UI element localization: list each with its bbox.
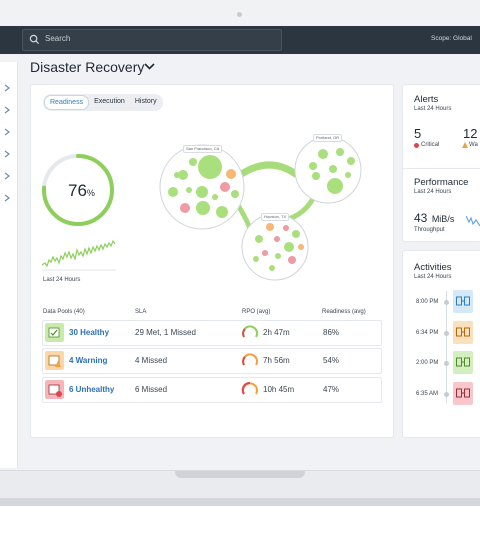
search-icon <box>29 34 40 45</box>
critical-count[interactable]: 5 <box>414 126 422 141</box>
sla-value: 6 Missed <box>135 385 168 394</box>
chevron-right-icon[interactable] <box>3 172 11 180</box>
throughput-value: 43 MiB/s <box>414 211 455 225</box>
warning-pool-icon <box>45 351 64 370</box>
view-tabs: Readiness Execution History <box>43 94 163 111</box>
chevron-right-icon[interactable] <box>3 128 11 136</box>
scope-selector[interactable]: Scope: Global <box>431 35 472 42</box>
table-row-warning[interactable]: 4 Warning 4 Missed 7h 56m 54% <box>42 348 382 374</box>
replication-icon <box>456 388 470 398</box>
activities-period: Last 24 Hours <box>414 274 452 280</box>
rpo-value: 10h 45m <box>263 385 295 394</box>
activities-card <box>402 250 480 438</box>
column-header-pools: Data Pools (40) <box>43 309 85 315</box>
replication-icon <box>456 296 470 306</box>
warning-label: Wa <box>469 142 478 148</box>
readiness-value: 47% <box>323 385 340 394</box>
search-placeholder: Search <box>45 34 71 43</box>
timeline-dot <box>444 361 449 366</box>
warning-count[interactable]: 12 <box>463 126 478 141</box>
activity-timeline <box>446 291 447 403</box>
activity-item-3[interactable] <box>453 351 473 374</box>
activity-item-4[interactable] <box>453 382 473 405</box>
tab-execution[interactable]: Execution <box>94 98 125 105</box>
site-label-san-francisco: San Francisco, CA <box>183 145 223 153</box>
sidebar <box>0 62 18 468</box>
table-row-unhealthy[interactable]: 6 Unhealthy 6 Missed 10h 45m 47% <box>42 377 382 403</box>
performance-period: Last 24 Hours <box>414 189 452 195</box>
activity-time: 6:35 AM <box>416 391 439 397</box>
readiness-sparkline <box>42 239 116 271</box>
sla-value: 4 Missed <box>135 356 168 365</box>
chevron-right-icon[interactable] <box>3 84 11 92</box>
activity-item-1[interactable] <box>453 290 473 313</box>
readiness-period: Last 24 Hours <box>43 277 81 283</box>
pool-status-link[interactable]: 30 Healthy <box>69 328 110 337</box>
performance-title: Performance <box>414 177 469 188</box>
laptop-bezel: Search Scope: Global Disaster Recovery R… <box>0 0 480 470</box>
activities-title: Activities <box>414 262 452 273</box>
site-label-houston: Houston, TX <box>261 213 290 221</box>
timeline-dot <box>444 300 449 305</box>
page-title: Disaster Recovery <box>30 59 145 75</box>
performance-card <box>402 168 480 242</box>
activity-time: 6:34 PM <box>416 330 439 336</box>
column-header-rpo: RPO (avg) <box>242 309 271 315</box>
alerts-period: Last 24 Hours <box>414 106 452 112</box>
site-label-portland: Portland, OR <box>313 134 343 142</box>
readiness-donut <box>42 154 114 226</box>
rpo-gauge-icon <box>242 325 258 338</box>
activity-time: 2:00 PM <box>416 360 439 366</box>
unhealthy-pool-icon <box>45 380 64 399</box>
pool-status-link[interactable]: 4 Warning <box>69 356 108 365</box>
search-input[interactable]: Search <box>22 29 282 51</box>
rpo-value: 7h 56m <box>263 356 290 365</box>
column-header-sla: SLA <box>135 309 147 315</box>
laptop-base-lip <box>0 498 480 506</box>
timeline-dot <box>444 392 449 397</box>
camera <box>237 12 242 17</box>
readiness-value: 54% <box>323 356 340 365</box>
chevron-down-icon[interactable] <box>144 62 155 71</box>
rpo-value: 2h 47m <box>263 328 290 337</box>
chevron-right-icon[interactable] <box>3 194 11 202</box>
throughput-label: Throughput <box>414 227 445 233</box>
activity-item-2[interactable] <box>453 321 473 344</box>
warning-triangle-icon <box>462 142 468 148</box>
pool-status-link[interactable]: 6 Unhealthy <box>69 385 115 394</box>
critical-label: Critical <box>421 142 440 148</box>
tab-history[interactable]: History <box>134 98 157 105</box>
throughput-sparkline <box>466 215 480 227</box>
readiness-value: 86% <box>323 328 340 337</box>
column-header-readiness: Readiness (avg) <box>322 309 366 315</box>
rpo-gauge-icon <box>241 382 258 395</box>
critical-dot-icon <box>414 143 419 148</box>
healthy-pool-icon <box>45 323 64 342</box>
laptop-base <box>0 470 480 499</box>
alerts-title: Alerts <box>414 94 439 105</box>
table-row-healthy[interactable]: 30 Healthy 29 Met, 1 Missed 2h 47m 86% <box>42 320 382 346</box>
tab-readiness[interactable]: Readiness <box>44 95 90 110</box>
readiness-donut-arc <box>42 154 114 226</box>
rpo-gauge-icon <box>242 353 258 366</box>
chevron-right-icon[interactable] <box>3 106 11 114</box>
laptop-notch <box>175 471 305 478</box>
readiness-percent: 76% <box>68 181 95 200</box>
activity-time: 8:00 PM <box>416 299 439 305</box>
sla-value: 29 Met, 1 Missed <box>135 328 196 337</box>
top-bar: Search Scope: Global <box>0 26 480 54</box>
site-bubble-map <box>159 136 362 281</box>
replication-icon <box>456 357 470 367</box>
replication-icon <box>456 327 470 337</box>
timeline-dot <box>444 331 449 336</box>
chevron-right-icon[interactable] <box>3 150 11 158</box>
